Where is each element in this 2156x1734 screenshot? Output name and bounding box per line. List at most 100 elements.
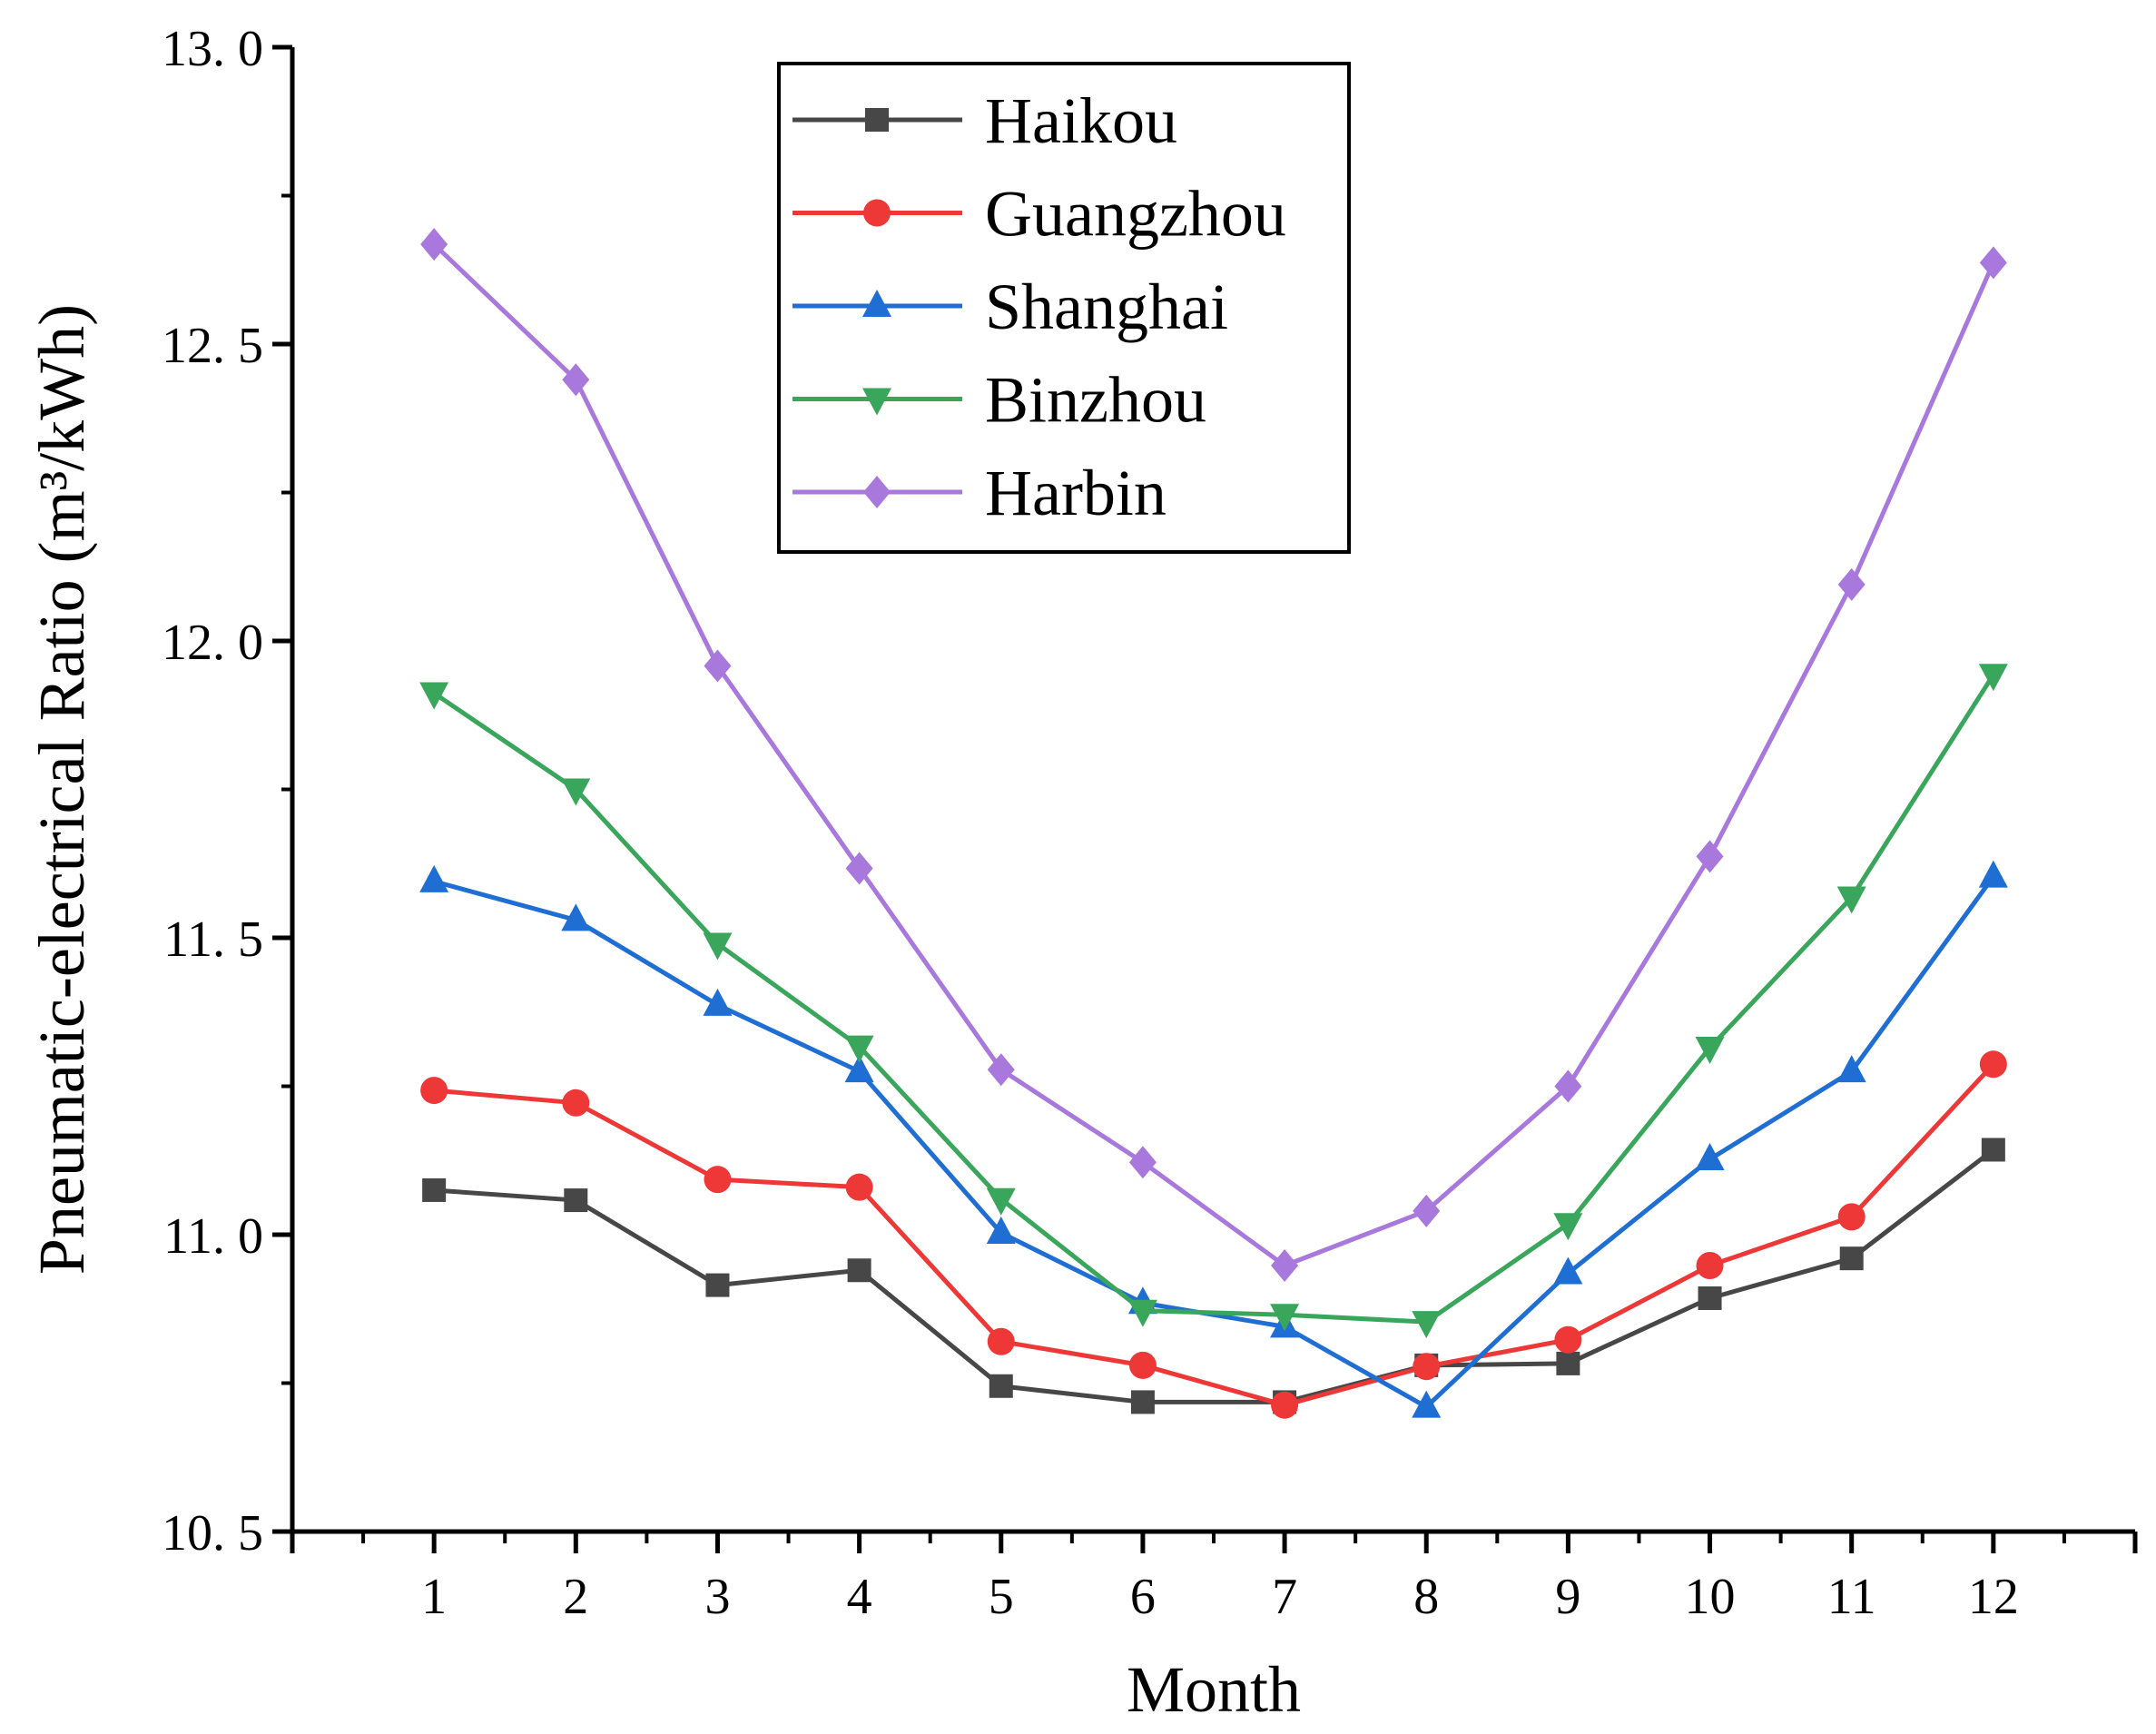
data-point-haikou [564,1188,588,1213]
data-point-haikou [1556,1351,1580,1375]
series-harbin [420,228,2007,1283]
x-tick-label: 11 [1827,1569,1876,1625]
series-haikou [422,1138,2005,1414]
data-point-guangzhou [845,1173,873,1201]
series-line-guangzhou [433,1062,1995,1408]
x-tick-label: 9 [1555,1569,1580,1625]
series-shanghai [419,860,2008,1418]
y-tick-label: 10. 5 [162,1505,263,1562]
data-point-guangzhou [420,1077,448,1105]
data-point-guangzhou [1554,1325,1582,1354]
series-line-haikou [433,1148,1995,1404]
series-line-harbin [432,242,1996,1268]
legend: Haikou Guangzhou Shanghai Binzhou Harbin [777,62,1351,554]
data-point-harbin [987,1053,1015,1087]
legend-label-haikou: Haikou [985,84,1177,157]
data-point-shanghai [1695,1142,1725,1170]
legend-label-binzhou: Binzhou [985,364,1206,437]
data-point-shanghai [419,864,449,892]
legend-label-harbin: Harbin [985,457,1167,529]
legend-marker-shanghai [862,290,891,317]
data-point-haikou [989,1374,1013,1398]
x-tick-label: 10 [1685,1569,1736,1625]
data-point-binzhou [1270,1304,1300,1332]
y-tick-label: 13. 0 [162,21,263,77]
data-point-guangzhou [704,1166,732,1194]
data-point-guangzhou [562,1089,590,1117]
data-point-guangzhou [1271,1391,1299,1419]
data-point-binzhou [1836,886,1866,914]
x-axis-title: Month [1127,1653,1301,1726]
legend-item-harbin: Harbin [793,457,1167,529]
y-tick-label: 11. 5 [163,911,263,968]
x-tick-label: 6 [1130,1569,1156,1625]
series-binzhou [419,664,2008,1339]
data-point-binzhou [844,1035,874,1063]
data-point-shanghai [844,1055,874,1083]
data-point-harbin [1696,840,1724,873]
x-tick-label: 7 [1272,1569,1297,1625]
data-point-guangzhou [1979,1050,2007,1079]
legend-label-shanghai: Shanghai [985,271,1228,343]
x-tick-label: 4 [847,1569,872,1625]
axes: 10. 511. 011. 512. 012. 513. 01 2 3 4 5 6 7 8 9 1… [162,21,2138,1625]
data-point-binzhou [561,778,591,806]
data-point-shanghai [561,903,591,931]
x-tick-label: 1 [421,1569,447,1625]
y-tick-label: 12. 0 [162,615,263,671]
data-point-haikou [1981,1138,2005,1162]
legend-item-binzhou: Binzhou [793,364,1206,437]
data-point-guangzhou [1413,1353,1441,1381]
data-point-binzhou [703,932,733,961]
data-point-binzhou [1978,664,2008,692]
data-point-guangzhou [987,1327,1015,1355]
data-point-shanghai [1412,1390,1442,1418]
data-point-binzhou [1695,1036,1725,1064]
legend-label-guangzhou: Guangzhou [985,178,1286,251]
data-point-binzhou [1412,1311,1442,1339]
x-tick-label: 8 [1413,1569,1439,1625]
series-guangzhou [420,1050,2007,1419]
legend-marker-haikou [865,108,889,132]
data-point-haikou [422,1177,447,1202]
legend-marker-binzhou [862,388,891,416]
x-tick-label: 12 [1968,1569,2019,1625]
data-point-harbin [1554,1069,1582,1103]
x-tick-label: 2 [563,1569,588,1625]
data-point-binzhou [986,1187,1016,1216]
data-point-harbin [1837,567,1866,601]
data-point-harbin [562,363,590,397]
data-point-binzhou [1553,1213,1583,1241]
data-point-binzhou [1127,1299,1157,1327]
data-point-harbin [1271,1249,1299,1283]
data-point-haikou [1130,1390,1155,1414]
x-tick-label: 5 [989,1569,1014,1625]
data-point-guangzhou [1696,1252,1724,1280]
legend-marker-harbin [863,476,891,508]
data-point-harbin [420,228,448,261]
data-point-harbin [845,852,873,885]
legend-marker-guangzhou [863,199,891,227]
data-point-guangzhou [1128,1351,1157,1379]
data-point-guangzhou [1837,1203,1866,1231]
data-point-shanghai [986,1217,1016,1245]
series-line-shanghai [433,875,1995,1410]
legend-item-shanghai: Shanghai [793,271,1228,343]
data-point-harbin [1128,1146,1157,1179]
data-point-haikou [705,1273,730,1297]
data-point-shanghai [703,988,733,1016]
data-point-haikou [1839,1246,1864,1271]
data-point-shanghai [1978,860,2008,888]
legend-item-guangzhou: Guangzhou [793,178,1286,251]
data-point-shanghai [1553,1256,1583,1285]
data-point-binzhou [419,682,449,710]
y-axis-title: Pneumatic-electrical Ratio (m³/kWh) [25,304,98,1275]
data-point-harbin [1413,1194,1441,1227]
data-point-haikou [1698,1286,1722,1310]
y-tick-label: 12. 5 [162,318,263,374]
data-point-harbin [1979,246,2007,280]
series-layer [419,228,2008,1419]
y-tick-label: 11. 0 [163,1208,263,1265]
data-point-shanghai [1836,1055,1866,1083]
